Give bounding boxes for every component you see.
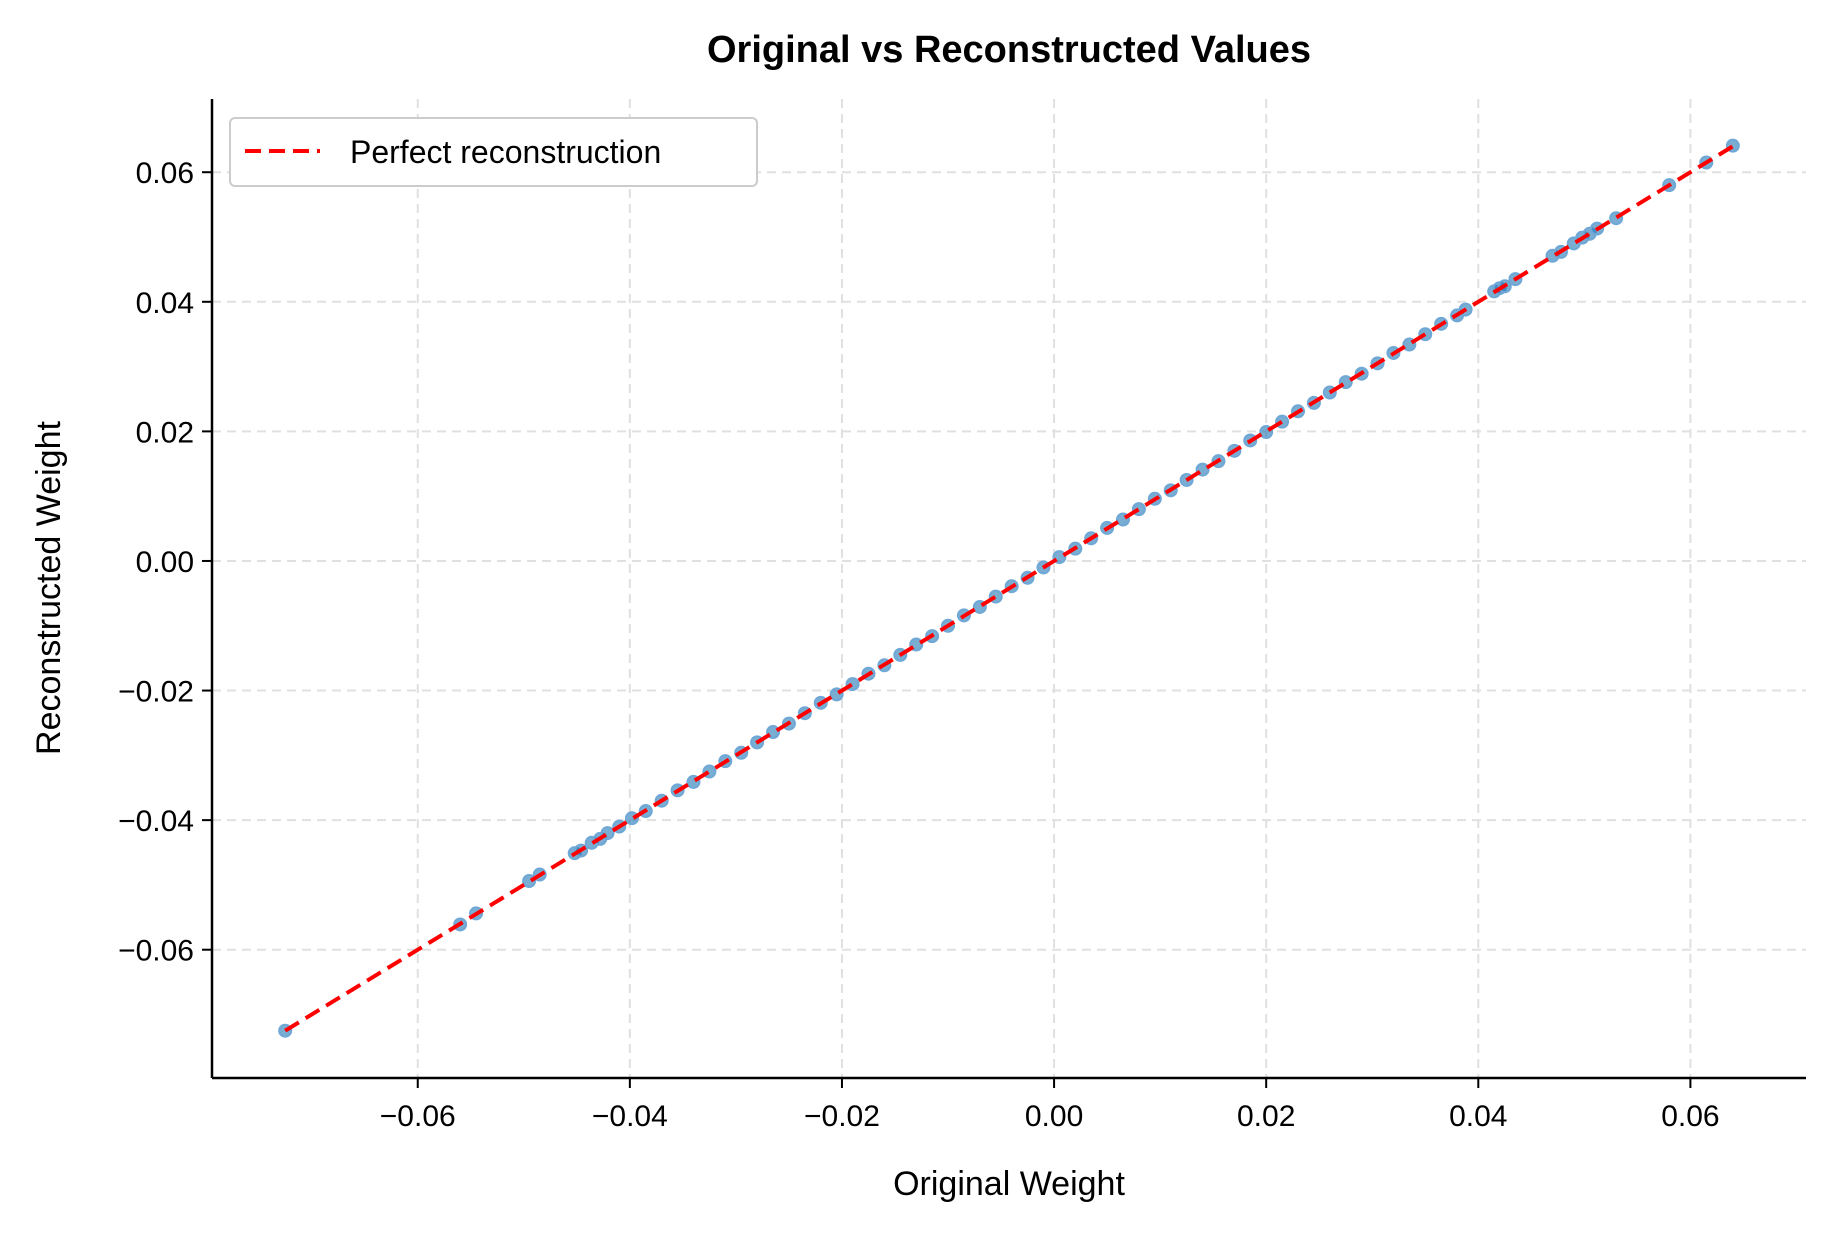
y-tick-label: 0.00 [136, 546, 194, 579]
x-tick-label: −0.02 [804, 1100, 880, 1133]
y-tick-label: −0.02 [118, 676, 194, 709]
legend-box [229, 117, 758, 187]
x-tick-label: 0.02 [1237, 1100, 1295, 1133]
perfect-reconstruction-line [284, 144, 1734, 1033]
x-tick-label: 0.04 [1449, 1100, 1507, 1133]
y-tick-label: 0.04 [136, 287, 194, 320]
x-axis-label: Original Weight [893, 1165, 1125, 1203]
y-tick-label: −0.04 [118, 805, 194, 838]
axes [210, 99, 1806, 1080]
chart-title: Original vs Reconstructed Values [707, 29, 1311, 71]
legend: Perfect reconstruction [229, 117, 758, 187]
y-tick-label: 0.02 [136, 416, 194, 449]
y-tick-label: −0.06 [118, 935, 194, 968]
x-tick-label: 0.00 [1025, 1100, 1083, 1133]
x-tick-label: −0.04 [592, 1100, 668, 1133]
legend-label: Perfect reconstruction [350, 134, 661, 170]
y-tick-label: 0.06 [136, 157, 194, 190]
y-axis-label: Reconstructed Weight [30, 421, 68, 755]
y-ticks: −0.06 −0.04 −0.02 0.00 0.02 0.04 0.06 [118, 157, 212, 968]
x-tick-label: −0.06 [380, 1100, 456, 1133]
grid [212, 99, 1806, 1078]
x-tick-label: 0.06 [1661, 1100, 1719, 1133]
x-ticks: −0.06 −0.04 −0.02 0.00 0.02 0.04 0.06 [380, 1078, 1720, 1133]
